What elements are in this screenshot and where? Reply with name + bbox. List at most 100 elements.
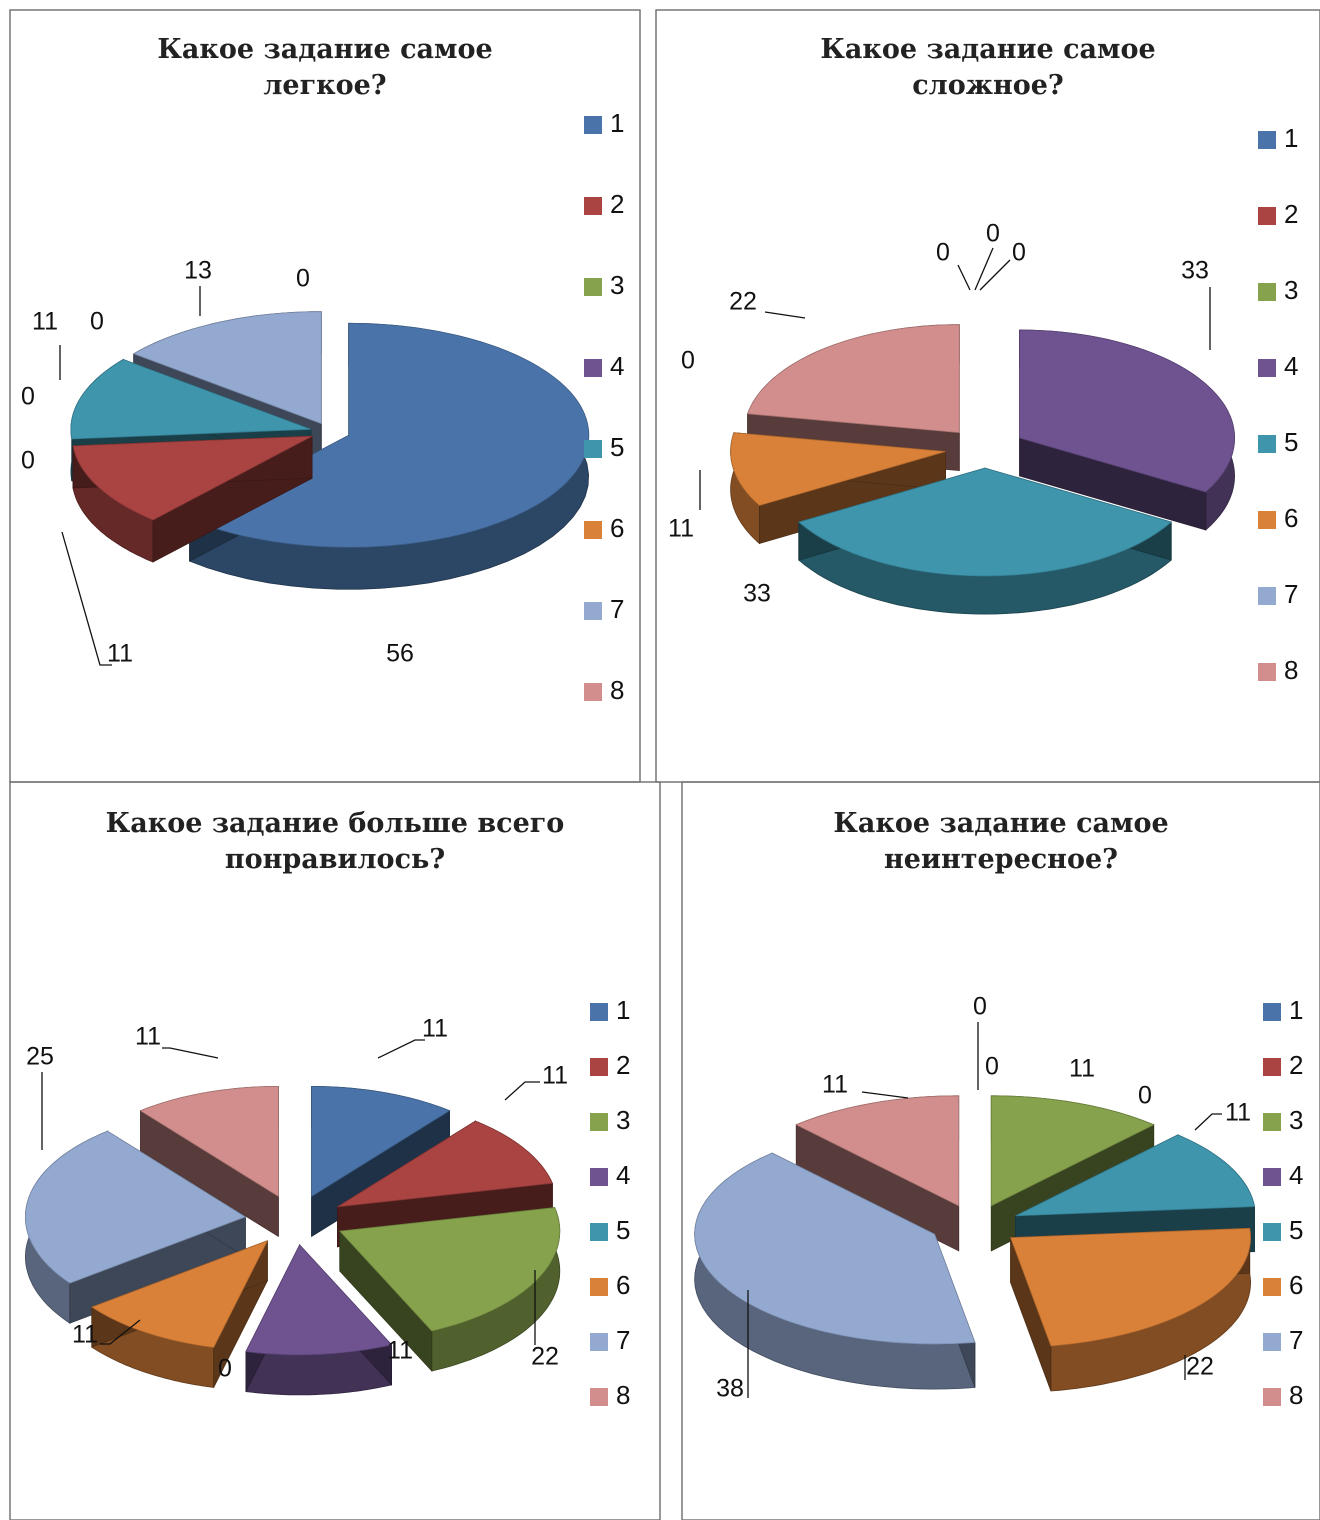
chart-title-line: сложное? — [912, 70, 1064, 101]
data-label-4: 11 — [387, 1337, 413, 1365]
slice-top — [337, 1120, 553, 1208]
legend-swatch-3 — [1263, 1113, 1281, 1131]
slice-7 — [694, 1152, 976, 1390]
legend-label-5: 5 — [1284, 427, 1298, 457]
legend-swatch-1 — [590, 1003, 608, 1021]
legend-label-6: 6 — [610, 513, 624, 543]
chart-title-line: Какое задание самое — [157, 34, 492, 65]
legend-swatch-5 — [1258, 435, 1276, 453]
legend-swatch-7 — [1263, 1333, 1281, 1351]
legend-label-4: 4 — [616, 1160, 630, 1190]
legend-swatch-4 — [1263, 1168, 1281, 1186]
legend-swatch-8 — [1258, 663, 1276, 681]
data-label-6: 0 — [90, 308, 104, 336]
legend-swatch-6 — [584, 521, 602, 539]
legend-label-3: 3 — [616, 1105, 630, 1135]
legend-label-8: 8 — [1284, 655, 1298, 685]
data-label-4: 0 — [21, 383, 35, 411]
slice-top — [245, 1244, 393, 1356]
slice-5 — [797, 467, 1173, 615]
chart-title-line: Какое задание самое — [820, 34, 1155, 65]
legend-label-3: 3 — [1289, 1105, 1303, 1135]
leader-line — [957, 264, 971, 291]
slice-top — [694, 1152, 976, 1345]
legend-label-7: 7 — [1289, 1325, 1303, 1355]
leader-line — [504, 1081, 540, 1101]
chart-title-line: легкое? — [263, 70, 386, 101]
data-label-3: 0 — [1012, 239, 1026, 267]
data-label-5: 11 — [32, 308, 58, 336]
data-label-1: 0 — [936, 239, 950, 267]
legend-swatch-2 — [1263, 1058, 1281, 1076]
legend-label-8: 8 — [1289, 1380, 1303, 1410]
data-label-8: 11 — [135, 1023, 161, 1051]
legend-label-1: 1 — [610, 108, 624, 138]
chart-title-line: Какое задание самое — [833, 808, 1168, 839]
legend-swatch-4 — [590, 1168, 608, 1186]
legend-label-2: 2 — [1284, 199, 1298, 229]
chart-frame — [681, 781, 1320, 1520]
slice-top — [1010, 1227, 1251, 1347]
data-label-1: 56 — [386, 640, 414, 668]
leader-line — [1194, 1113, 1222, 1131]
slice-top — [990, 1095, 1155, 1207]
legend-label-5: 5 — [610, 432, 624, 462]
legend-swatch-5 — [1263, 1223, 1281, 1241]
legend-label-6: 6 — [1284, 503, 1298, 533]
legend-swatch-3 — [584, 278, 602, 296]
legend-swatch-3 — [1258, 283, 1276, 301]
slice-top — [311, 1085, 451, 1198]
legend-swatch-2 — [1258, 207, 1276, 225]
pie-chart-2: Какое задание самоесложное?0003333110221… — [655, 9, 1320, 783]
slice-top — [139, 1085, 279, 1198]
slice-8 — [795, 1095, 960, 1252]
pie-chart-3: Какое задание больше всего понравилось? 11… — [9, 781, 661, 1520]
leader-line — [61, 531, 112, 666]
legend-label-1: 1 — [1284, 123, 1298, 153]
data-label-3: 11 — [1069, 1055, 1095, 1083]
slice-top — [70, 359, 312, 440]
legend-label-7: 7 — [616, 1325, 630, 1355]
slice-6 — [90, 1240, 269, 1388]
slice-top — [72, 435, 313, 521]
legend-label-7: 7 — [1284, 579, 1298, 609]
data-label-4: 0 — [1138, 1082, 1152, 1110]
data-label-7: 13 — [184, 257, 212, 285]
chart-title-line: Какое задание больше всего — [106, 808, 565, 839]
slice-top — [730, 432, 946, 506]
leader-line — [979, 259, 1011, 291]
slice-2 — [72, 435, 313, 563]
data-label-8: 0 — [296, 265, 310, 293]
chart-frame — [9, 781, 661, 1520]
data-label-5: 33 — [743, 580, 771, 608]
leader-line — [861, 1091, 909, 1099]
slice-top — [1019, 329, 1235, 493]
data-label-5: 11 — [1225, 1099, 1251, 1127]
slice-top — [90, 1240, 269, 1348]
data-label-7: 38 — [716, 1375, 744, 1403]
leader-line — [100, 1319, 141, 1345]
legend-label-8: 8 — [610, 675, 624, 705]
data-label-1: 0 — [973, 993, 987, 1021]
slice-top — [188, 322, 590, 548]
data-label-8: 22 — [729, 288, 757, 316]
legend-label-6: 6 — [616, 1270, 630, 1300]
data-label-2: 0 — [985, 1053, 999, 1081]
legend-swatch-8 — [584, 683, 602, 701]
slice-4 — [245, 1243, 393, 1396]
chart-title-line: понравилось? — [225, 844, 445, 875]
slice-top — [24, 1130, 247, 1284]
legend-swatch-3 — [590, 1113, 608, 1131]
data-label-4: 33 — [1181, 257, 1209, 285]
legend-swatch-7 — [1258, 587, 1276, 605]
legend-label-4: 4 — [1284, 351, 1298, 381]
chart-title-line: неинтересное? — [884, 844, 1118, 875]
slice-8 — [139, 1085, 279, 1238]
legend-swatch-1 — [1258, 131, 1276, 149]
leader-line — [377, 1039, 425, 1059]
legend-label-5: 5 — [1289, 1215, 1303, 1245]
legend-label-2: 2 — [1289, 1050, 1303, 1080]
data-label-2: 11 — [107, 640, 133, 668]
data-label-6: 22 — [1186, 1353, 1214, 1381]
